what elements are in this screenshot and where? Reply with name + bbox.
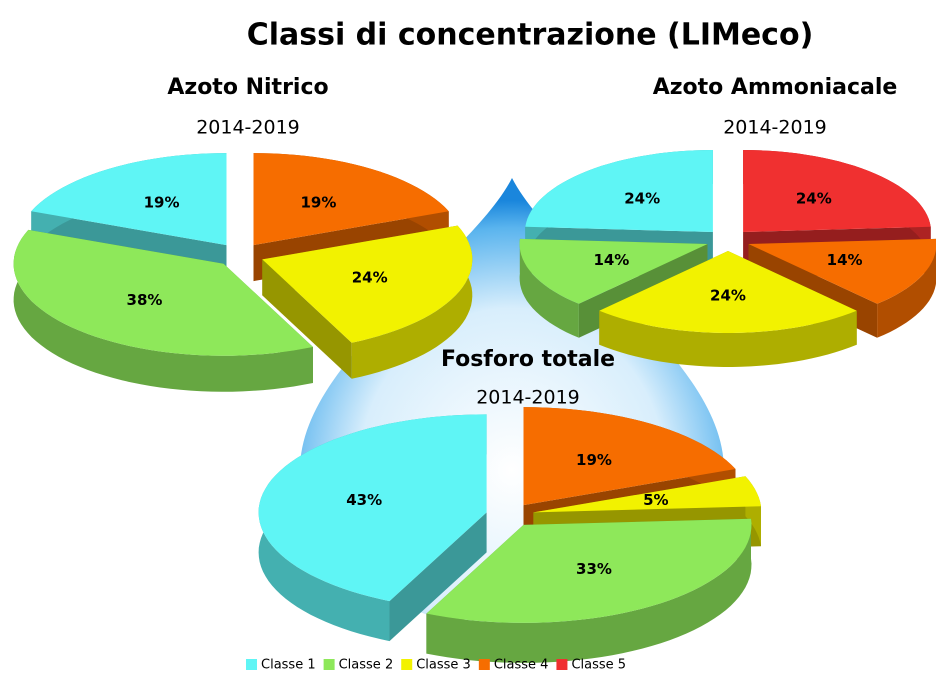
data-label: 24% bbox=[796, 190, 832, 208]
slice bbox=[253, 153, 449, 246]
slice-side bbox=[426, 518, 752, 663]
legend-swatch bbox=[323, 659, 335, 670]
slice-side bbox=[351, 225, 473, 379]
data-label: 24% bbox=[624, 190, 660, 208]
slice bbox=[262, 225, 473, 343]
data-label: 19% bbox=[300, 194, 336, 212]
data-label: 14% bbox=[827, 251, 863, 269]
data-label: 43% bbox=[346, 491, 382, 509]
slice-wall bbox=[262, 259, 352, 379]
data-label: 19% bbox=[576, 451, 612, 469]
slice-side bbox=[13, 229, 313, 392]
slice bbox=[258, 414, 487, 602]
legend-label: Classe 3 bbox=[416, 658, 471, 673]
chart-title: Classi di concentrazione (LIMeco) bbox=[247, 18, 814, 53]
legend-label: Classe 1 bbox=[261, 658, 316, 673]
legend-swatch bbox=[401, 659, 413, 670]
legend-swatch bbox=[556, 659, 568, 670]
legend-swatch bbox=[478, 659, 490, 670]
slice-side bbox=[599, 310, 857, 367]
pie-title: Azoto Ammoniacale bbox=[653, 75, 898, 100]
slice bbox=[13, 229, 313, 356]
pie-subtitle: 2014-2019 bbox=[723, 117, 827, 139]
pie-subtitle: 2014-2019 bbox=[196, 117, 300, 139]
pies: Azoto Nitrico 2014-2019 19% 24% 38% 19% Azoto … bbox=[13, 75, 936, 663]
slice bbox=[599, 251, 857, 333]
pie-title: Fosforo totale bbox=[441, 347, 615, 372]
slice bbox=[523, 407, 736, 506]
slice bbox=[743, 150, 931, 232]
slice-side bbox=[877, 249, 936, 338]
data-label: 33% bbox=[576, 560, 612, 578]
data-label: 19% bbox=[144, 194, 180, 212]
slice-wall bbox=[389, 512, 487, 642]
data-label: 24% bbox=[710, 287, 746, 305]
data-label: 38% bbox=[127, 291, 163, 309]
legend-label: Classe 4 bbox=[494, 658, 549, 673]
legend-swatch bbox=[246, 659, 257, 670]
pie-title: Azoto Nitrico bbox=[167, 75, 328, 100]
slice bbox=[525, 150, 713, 232]
pie-subtitle: 2014-2019 bbox=[476, 387, 580, 409]
legend-label: Classe 2 bbox=[339, 658, 394, 673]
data-label: 5% bbox=[643, 491, 668, 509]
data-label: 24% bbox=[352, 269, 388, 287]
legend-label: Classe 5 bbox=[571, 658, 626, 673]
slice bbox=[519, 238, 708, 304]
legend: Classe 1 Classe 2 Classe 3 Classe 4 Classe 5 bbox=[246, 658, 626, 673]
slice bbox=[31, 153, 227, 246]
slice bbox=[426, 518, 752, 623]
slice-side bbox=[519, 238, 579, 338]
data-label: 14% bbox=[593, 251, 629, 269]
slice bbox=[533, 476, 761, 513]
slice bbox=[748, 238, 936, 304]
